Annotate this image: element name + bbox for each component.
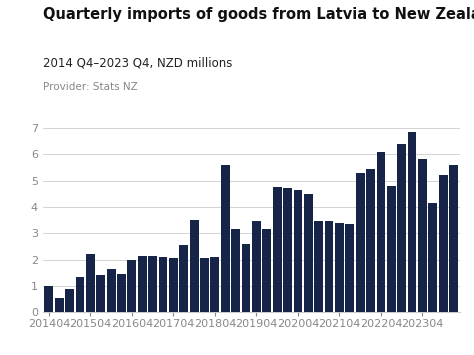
Bar: [346, 224, 354, 312]
Bar: [408, 132, 417, 312]
Bar: [169, 258, 178, 312]
Bar: [117, 274, 126, 312]
Bar: [439, 175, 447, 312]
Text: 2014 Q4–2023 Q4, NZD millions: 2014 Q4–2023 Q4, NZD millions: [43, 57, 232, 70]
Bar: [283, 189, 292, 312]
Bar: [86, 255, 95, 312]
Bar: [356, 173, 365, 312]
Bar: [273, 187, 282, 312]
Bar: [304, 194, 313, 312]
Bar: [159, 257, 167, 312]
Bar: [221, 165, 230, 312]
Bar: [65, 289, 74, 312]
Text: Quarterly imports of goods from Latvia to New Zealand: Quarterly imports of goods from Latvia t…: [43, 7, 474, 22]
Bar: [314, 222, 323, 312]
Bar: [107, 269, 116, 312]
Bar: [76, 277, 84, 312]
Bar: [335, 223, 344, 312]
Bar: [200, 258, 209, 312]
Bar: [148, 256, 157, 312]
Bar: [387, 186, 396, 312]
Bar: [376, 152, 385, 312]
Bar: [242, 244, 250, 312]
Bar: [418, 159, 427, 312]
Bar: [252, 222, 261, 312]
Bar: [96, 275, 105, 312]
Bar: [190, 220, 199, 312]
Bar: [263, 229, 271, 312]
Text: figure.nz: figure.nz: [391, 16, 443, 26]
Bar: [397, 144, 406, 312]
Bar: [293, 190, 302, 312]
Bar: [138, 256, 146, 312]
Bar: [325, 222, 333, 312]
Bar: [210, 257, 219, 312]
Bar: [45, 286, 53, 312]
Bar: [128, 260, 137, 312]
Bar: [449, 165, 458, 312]
Bar: [428, 203, 437, 312]
Bar: [179, 245, 188, 312]
Bar: [231, 229, 240, 312]
Bar: [366, 169, 375, 312]
Bar: [55, 298, 64, 312]
Text: Provider: Stats NZ: Provider: Stats NZ: [43, 82, 137, 92]
